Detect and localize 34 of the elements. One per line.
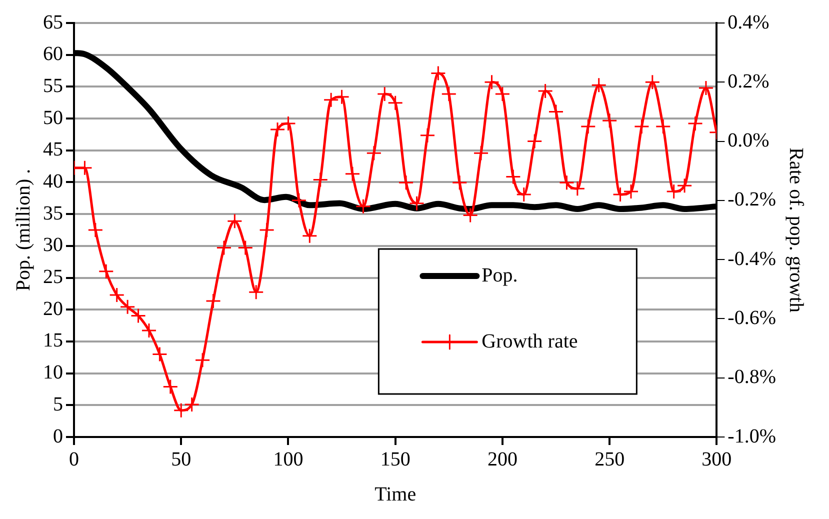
legend-label: Growth rate (482, 330, 578, 352)
y-tick-label: 20 (43, 298, 63, 320)
legend-label: Pop. (482, 264, 518, 286)
y2-axis-title: Rate of. pop. growth (784, 148, 807, 312)
y2-tick-label: -1.0% (728, 425, 776, 448)
y2-tick-label: -0.6% (728, 306, 776, 329)
y-tick-label: 15 (43, 330, 63, 352)
y2-tick-label: -0.2% (728, 188, 776, 211)
y-tick-label: 30 (43, 234, 63, 256)
y-tick-label: 40 (43, 170, 63, 192)
y-tick-label: 65 (43, 11, 63, 34)
y-tick-label: 45 (43, 138, 63, 161)
y-tick-label: 10 (43, 362, 63, 384)
y-axis-title: Pop. (million) . (12, 168, 34, 292)
x-tick-label: 300 (702, 448, 732, 470)
x-tick-label: 250 (594, 448, 625, 470)
x-tick-label: 100 (273, 448, 304, 470)
y2-tick-label: 0.2% (728, 70, 770, 92)
y2-tick-label: -0.4% (728, 248, 776, 270)
y-tick-label: 35 (43, 202, 63, 224)
y-tick-label: 25 (43, 266, 63, 288)
y-tick-label: 0 (53, 425, 63, 448)
y-tick-label: 50 (43, 106, 63, 129)
x-axis-title: Time (374, 483, 416, 506)
y2-tick-label: 0.4% (728, 11, 770, 34)
y-tick-label: 60 (43, 43, 63, 66)
y-tick-label: 5 (53, 393, 63, 416)
x-tick-label: 150 (380, 448, 410, 470)
y2-tick-label: -0.8% (728, 366, 776, 388)
x-tick-label: 0 (69, 448, 79, 470)
x-tick-label: 50 (171, 448, 192, 470)
x-tick-label: 200 (487, 448, 518, 470)
y2-tick-label: 0.0% (728, 130, 770, 152)
y-tick-label: 55 (43, 74, 63, 97)
